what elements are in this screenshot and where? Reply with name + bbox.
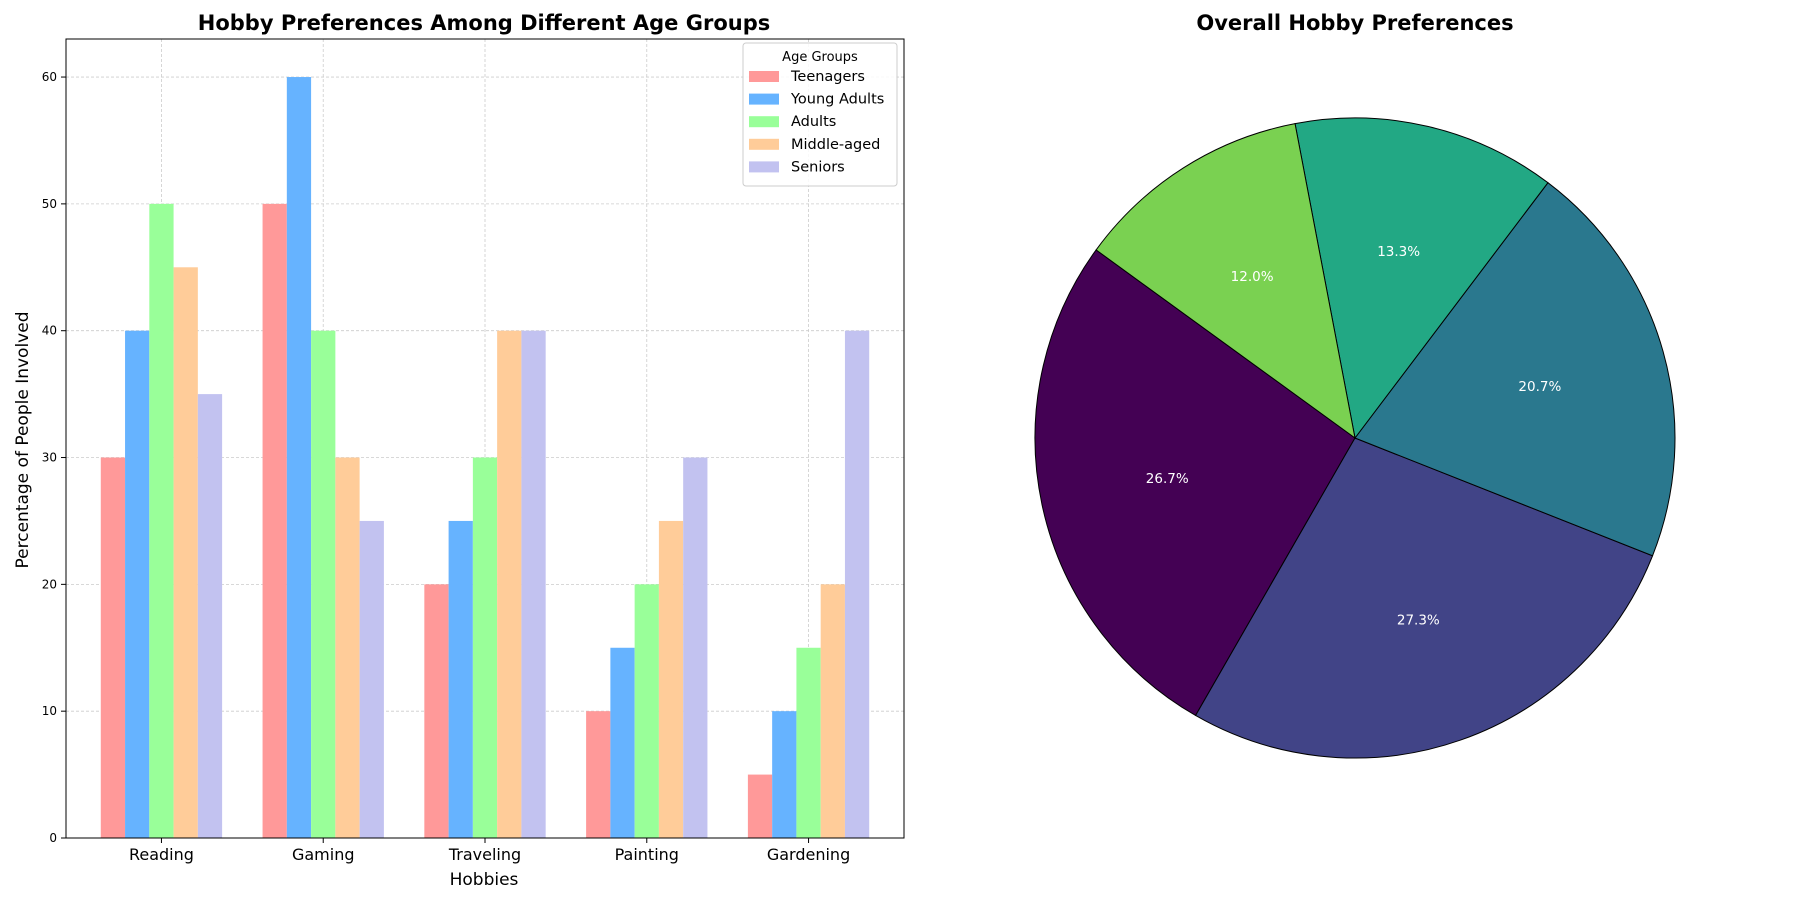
y-tick-label: 30	[42, 451, 57, 465]
bar	[286, 77, 312, 839]
bar	[311, 330, 336, 838]
bar	[335, 457, 360, 838]
bar-plot-area: 0 10 20 30 40 50 60 Reading Gaming Traveling Paint…	[42, 38, 905, 864]
legend-label: Teenagers	[790, 69, 865, 85]
pie-plot-area: 26.7% 27.3% 20.7% 13.3% 12.0%	[1034, 117, 1676, 759]
x-tick-label: Reading	[129, 845, 194, 864]
bar	[747, 774, 773, 838]
bar	[610, 647, 635, 838]
bar	[820, 584, 845, 838]
bar	[173, 267, 198, 838]
legend-label: Seniors	[791, 159, 845, 175]
pie-slice	[1034, 249, 1356, 717]
bar	[683, 457, 708, 838]
bar	[586, 711, 611, 838]
legend-box	[742, 42, 898, 187]
pie-slice-label: 26.7%	[1146, 471, 1189, 487]
bar	[197, 394, 223, 838]
pie-slice	[1194, 437, 1654, 759]
bar	[844, 330, 870, 838]
bar	[359, 520, 384, 838]
bar	[772, 711, 797, 838]
bar	[796, 647, 821, 838]
y-axis-label: Percentage of People Involved	[13, 312, 33, 569]
bar	[100, 457, 126, 838]
bar	[149, 203, 174, 838]
legend-swatch	[749, 138, 779, 150]
legend-swatch	[749, 161, 779, 173]
pie-slice	[1354, 182, 1676, 557]
x-tick-label: Gaming	[292, 845, 355, 864]
pie-chart-title: Overall Hobby Preferences	[1196, 11, 1513, 35]
y-tick-label: 20	[42, 577, 57, 591]
y-tick-label: 10	[42, 704, 57, 718]
legend-swatch	[749, 71, 779, 82]
legend-label: Middle-aged	[791, 137, 880, 153]
pie-slice	[1095, 123, 1356, 440]
x-axis-label: Hobbies	[450, 870, 519, 890]
bar	[424, 584, 449, 838]
pie-slice-label: 27.3%	[1397, 612, 1440, 628]
legend-label: Young Adults	[790, 92, 884, 108]
legend-title: Age Groups	[782, 50, 858, 65]
y-tick-label: 40	[42, 324, 57, 338]
bar	[262, 203, 287, 838]
legend-swatch	[749, 116, 779, 128]
y-tick-label: 60	[42, 70, 57, 84]
bar-chart-title: Hobby Preferences Among Different Age Gr…	[198, 11, 770, 35]
plot-frame	[65, 38, 905, 839]
legend-label: Adults	[791, 114, 836, 130]
pie-slice-label: 12.0%	[1231, 269, 1274, 285]
y-tick-label: 50	[42, 197, 57, 211]
bar	[497, 330, 522, 838]
x-tick-label: Painting	[615, 845, 679, 864]
bar	[125, 330, 150, 838]
bar	[448, 520, 473, 838]
bar	[472, 457, 498, 838]
x-tick-label: Gardening	[767, 845, 850, 864]
bar	[658, 520, 684, 838]
legend-swatch	[749, 93, 779, 105]
bar	[521, 330, 546, 838]
y-tick-label: 0	[49, 831, 57, 845]
pie-slice	[1294, 117, 1549, 440]
bar	[634, 584, 659, 838]
pie-slice-label: 13.3%	[1377, 244, 1420, 260]
pie-slice-label: 20.7%	[1518, 379, 1561, 395]
x-tick-label: Traveling	[448, 845, 521, 864]
